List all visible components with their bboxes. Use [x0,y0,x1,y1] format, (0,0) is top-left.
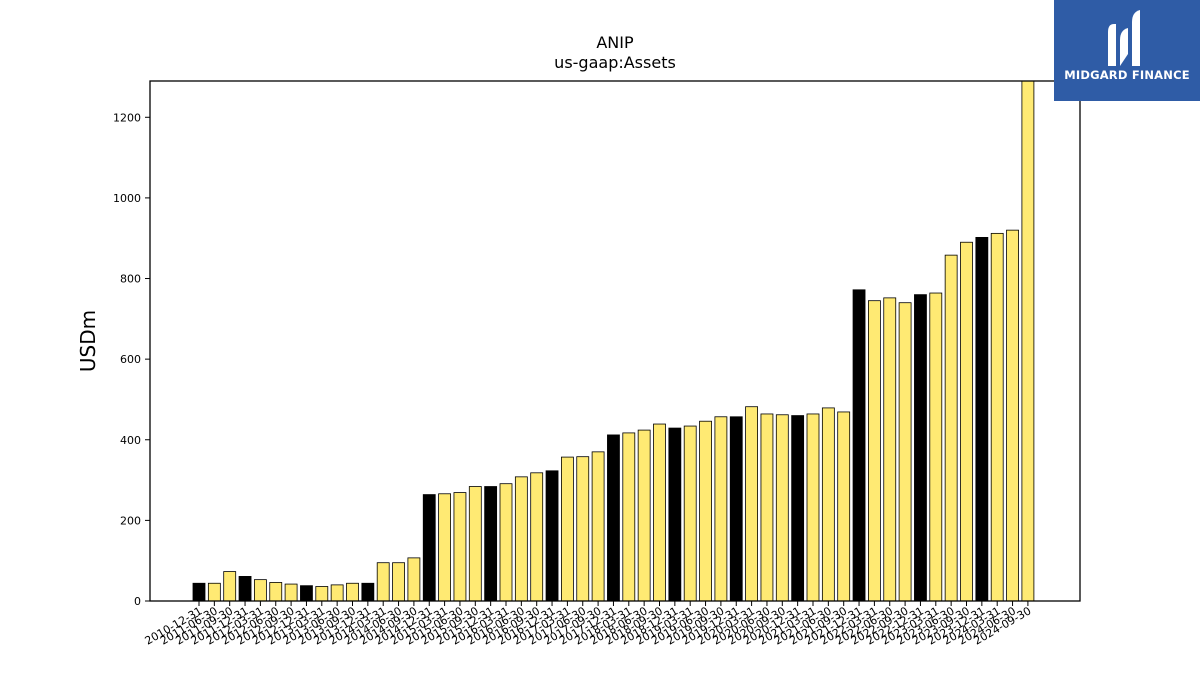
bar-2014-03-31 [376,562,390,602]
bar-2020-12-31 [791,415,805,602]
bar-2023-06-30 [944,254,958,602]
bar-2017-03-31 [561,456,574,602]
bar-2019-09-30 [714,416,728,602]
bar-2021-06-30 [821,407,835,602]
bar-2022-09-30 [898,302,912,602]
bar-2015-03-31 [438,493,452,602]
bar-2020-03-31 [745,406,758,602]
logo-mark-icon [1108,10,1140,66]
bar-2022-03-31 [868,300,881,602]
bar-2012-09-30 [284,583,298,602]
bar-2011-09-30 [223,571,237,602]
bar-2011-12-31 [238,576,252,602]
bar-2022-06-30 [883,297,897,602]
bar-2023-09-30 [960,241,973,602]
chart-title: ANIP [596,33,634,52]
y-tick-label: 200 [120,514,141,527]
bar-2020-09-30 [775,414,789,602]
y-axis-label: USDm [76,310,100,372]
bar-2023-12-31 [975,236,989,602]
y-tick-label: 0 [134,595,141,608]
bar-2012-03-31 [253,579,267,602]
y-tick-label: 1200 [113,111,141,124]
bar-2020-06-30 [760,413,774,602]
bar-2024-09-30 [1021,80,1035,602]
bar-2021-12-31 [852,289,866,602]
bar-series [192,80,1035,602]
bar-2019-03-31 [683,425,697,602]
x-axis-ticks: 2010-12-312011-06-302011-09-302011-12-31… [143,601,1033,648]
bar-2015-12-31 [484,486,498,602]
bar-2022-12-31 [914,294,927,602]
chart-subtitle: us-gaap:Assets [554,53,676,72]
logo-text: MIDGARD FINANCE [1064,68,1190,82]
bar-2017-06-30 [576,456,590,602]
bar-2017-09-30 [591,451,605,602]
bar-2010-12-31 [192,582,206,602]
bar-2013-03-31 [315,586,329,602]
bar-2019-06-30 [699,420,712,602]
bar-2015-09-30 [468,486,482,602]
bar-2016-12-31 [545,470,559,602]
bar-2012-06-30 [269,582,283,602]
y-tick-label: 1000 [113,192,141,205]
bar-2018-12-31 [668,427,682,602]
bar-2016-03-31 [499,483,513,602]
bar-2015-06-30 [453,492,467,602]
bar-2014-09-30 [407,557,421,602]
bar-2024-03-31 [990,232,1004,602]
bar-2013-12-31 [361,582,375,602]
y-tick-label: 800 [120,273,141,286]
bar-2016-09-30 [530,472,544,602]
y-tick-label: 400 [120,434,141,447]
bar-2021-09-30 [837,411,851,602]
bar-2024-06-30 [1006,229,1019,602]
bar-2013-09-30 [346,582,359,602]
bar-2013-06-30 [330,584,344,602]
bar-2023-03-31 [929,292,943,602]
bar-2011-06-30 [207,582,221,602]
bar-2018-06-30 [637,429,651,602]
bar-2014-12-31 [422,494,436,602]
bar-2021-03-31 [806,413,820,602]
bar-2019-12-31 [729,416,743,602]
bar-2012-12-31 [300,585,313,602]
bar-2017-12-31 [607,434,620,602]
y-axis-ticks: 0 200 400 600 800 1000 1200 [113,111,150,608]
bar-2016-06-30 [514,476,528,602]
bar-2018-03-31 [622,432,636,602]
bar-2014-06-30 [392,562,405,602]
plot-frame [149,80,1081,602]
y-tick-label: 600 [120,353,141,366]
bar-2018-09-30 [653,423,666,602]
midgard-finance-logo: MIDGARD FINANCE [1054,0,1200,101]
